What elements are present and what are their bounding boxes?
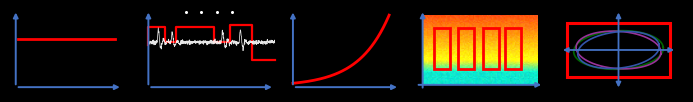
Bar [505, 28, 521, 69]
Bar [458, 28, 474, 69]
Bar [483, 28, 500, 69]
Bar [567, 23, 670, 77]
Bar [434, 28, 450, 69]
